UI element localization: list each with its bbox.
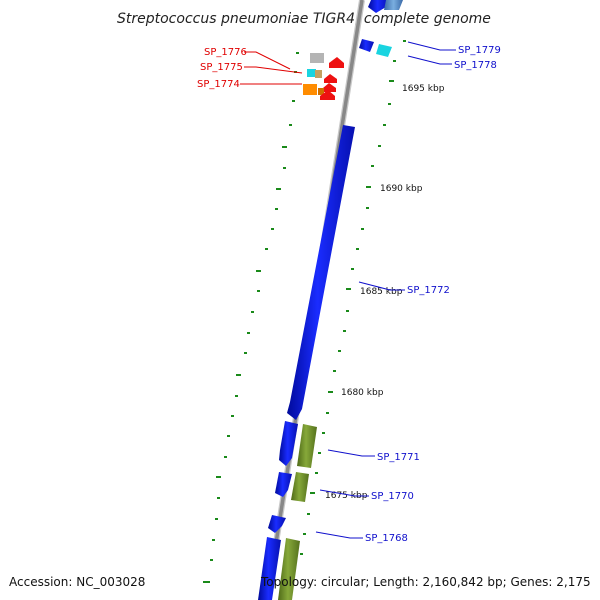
cds-sp-1774-b[interactable] — [318, 88, 324, 95]
cds-sp-1771[interactable] — [297, 424, 317, 468]
gene-label-sp-1770[interactable]: SP_1770 — [371, 491, 414, 502]
outer-guide-ticks — [203, 52, 299, 583]
gene-label-sp-1768[interactable]: SP_1768 — [365, 533, 408, 544]
cds-sp-1770[interactable] — [291, 472, 309, 502]
cds-sp-1771-blue[interactable] — [279, 421, 298, 466]
gene-label-sp-1771[interactable]: SP_1771 — [377, 452, 420, 463]
scale-label-1680: 1680 kbp — [341, 388, 384, 398]
gene-label-sp-1774[interactable]: SP_1774 — [197, 79, 240, 90]
cds-bottom-blue[interactable] — [258, 537, 281, 600]
cds-top-blue[interactable] — [368, 0, 389, 13]
cds-blue-small-1[interactable] — [359, 39, 374, 52]
topology-text: Topology: circular; Length: 2,160,842 bp… — [260, 575, 591, 589]
cds-red-arrow-4[interactable] — [320, 90, 335, 100]
scale-label-1685: 1685 kbp — [360, 287, 403, 297]
leader-sp-1772 — [358, 281, 405, 291]
cds-sp-1776[interactable] — [310, 53, 324, 63]
gene-label-sp-1772[interactable]: SP_1772 — [407, 285, 450, 296]
cds-sp-1772[interactable] — [287, 125, 355, 420]
cds-sp-1775[interactable] — [307, 69, 316, 77]
left-label-group — [240, 51, 303, 85]
gene-label-sp-1775[interactable]: SP_1775 — [200, 62, 243, 73]
leader-sp-1775 — [244, 66, 303, 74]
cds-red-arrow-3[interactable] — [323, 83, 336, 92]
accession-text: Accession: NC_003028 — [9, 575, 145, 589]
map-title: Streptococcus pneumoniae TIGR4, complete… — [117, 11, 491, 27]
gene-label-sp-1776[interactable]: SP_1776 — [204, 47, 247, 58]
scale-label-1690: 1690 kbp — [380, 184, 423, 194]
cds-red-arrow-2[interactable] — [324, 74, 337, 83]
inner-guide-ticks — [300, 40, 406, 555]
cds-sp-1770-blue[interactable] — [275, 472, 292, 497]
right-label-group — [315, 41, 456, 539]
cds-red-arrow-1[interactable] — [329, 57, 344, 68]
cds-sp-1768-blue[interactable] — [268, 515, 286, 533]
leader-sp-1768 — [315, 531, 363, 539]
cds-top-steel[interactable] — [384, 0, 403, 10]
leader-sp-1771 — [327, 449, 375, 457]
cds-sp-1768[interactable] — [278, 538, 300, 600]
cds-sp-1774[interactable] — [303, 84, 317, 95]
scale-label-1675: 1675 kbp — [325, 491, 368, 501]
leader-sp-1770 — [319, 489, 369, 497]
scale-label-1695: 1695 kbp — [402, 84, 445, 94]
leader-sp-1776 — [244, 51, 291, 70]
leader-sp-1778 — [407, 55, 452, 65]
leader-sp-1779 — [407, 41, 456, 51]
gene-label-sp-1778[interactable]: SP_1778 — [454, 60, 497, 71]
gene-label-sp-1779[interactable]: SP_1779 — [458, 45, 501, 56]
cds-sp-1775-b[interactable] — [315, 70, 322, 78]
cds-sp-1778[interactable] — [376, 44, 392, 57]
